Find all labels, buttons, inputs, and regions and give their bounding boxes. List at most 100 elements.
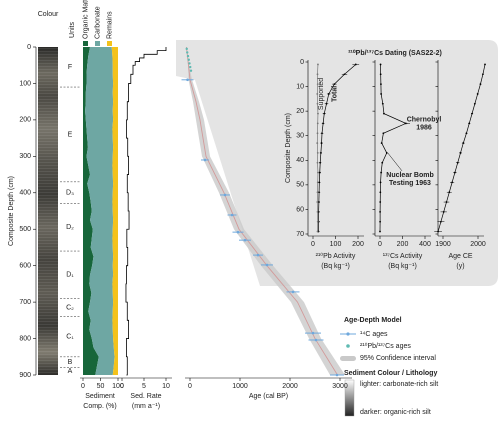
annotation: 1986 <box>416 124 432 131</box>
unit-label: C₂ <box>66 304 74 311</box>
x-tick-label: 1000 <box>232 383 248 390</box>
units-title: Units <box>69 22 76 38</box>
inset-point <box>379 191 382 194</box>
inset-point <box>379 201 382 203</box>
inset-point <box>380 93 383 95</box>
inset-point <box>448 191 451 194</box>
inset-point <box>462 142 465 144</box>
inset-point <box>382 132 385 135</box>
x-tick-label: 50 <box>97 383 105 390</box>
legend-swatch <box>83 41 88 46</box>
inset-x-label: (y) <box>456 263 464 270</box>
inset-x-tick-label: 2000 <box>470 241 486 248</box>
inset-point <box>316 191 319 194</box>
inset-y-tick-label: 20 <box>296 108 304 115</box>
annotation: Testing 1963 <box>389 180 431 187</box>
inset-point <box>316 102 319 105</box>
y-tick-label: 200 <box>19 117 31 124</box>
inset-point <box>343 73 346 76</box>
inset-point <box>323 112 326 115</box>
inset-point <box>316 201 319 203</box>
inset-x-tick-label: 100 <box>330 241 342 248</box>
inset-line <box>379 64 407 232</box>
inset-point <box>468 122 471 125</box>
inset-point <box>316 181 319 184</box>
inset-point <box>316 230 319 233</box>
legend-ci-swatch <box>340 356 356 361</box>
inset-point <box>316 122 319 125</box>
core-texture <box>38 47 58 375</box>
legend-colour-bar <box>344 379 355 417</box>
inset-y-tick-label: 70 <box>296 231 304 238</box>
legend-c14: ¹⁴C ages <box>360 331 388 338</box>
composition-area <box>111 47 118 375</box>
pb-point <box>189 69 193 72</box>
y-tick-label: 100 <box>19 80 31 87</box>
x-tick-label: 100 <box>112 383 124 390</box>
inset-point <box>379 63 382 66</box>
inset-point <box>380 171 383 174</box>
inset-x-label: ²¹⁰Pb Activity <box>316 252 356 260</box>
c14-point <box>230 213 234 217</box>
inset-point <box>317 112 319 115</box>
c14-point <box>186 78 189 82</box>
inset-point <box>451 181 453 184</box>
pb-point <box>187 58 190 61</box>
y-tick-label: 800 <box>19 335 31 342</box>
x-tick-label: 0 <box>188 383 192 390</box>
inset-y-tick-label: 10 <box>296 83 304 90</box>
inset-x-label: (Bq kg⁻¹) <box>388 263 417 270</box>
inset-point <box>320 142 323 144</box>
inset-point <box>333 83 336 86</box>
inset-point <box>316 161 319 164</box>
unit-label: B <box>68 359 73 366</box>
inset-point <box>316 142 319 144</box>
inset-title: ²¹⁰Pb/¹³⁷Cs Dating (SAS22-2) <box>348 49 442 57</box>
inset-point <box>322 122 325 125</box>
inset-point <box>319 152 322 154</box>
inset-point <box>325 102 328 105</box>
unit-label: F <box>68 64 72 71</box>
inset-point <box>482 73 484 76</box>
inset-point <box>317 171 319 174</box>
inset-background <box>176 40 498 286</box>
inset-point <box>317 201 320 203</box>
c14-point <box>291 290 295 294</box>
inset-point <box>318 171 321 174</box>
inset-point <box>465 132 468 135</box>
inset-point <box>379 210 382 213</box>
inset-point <box>379 181 382 184</box>
series-label: Total <box>332 86 339 102</box>
inset-point <box>319 161 322 164</box>
inset-y-tick-label: 40 <box>296 157 304 164</box>
legend-lighter: lighter: carbonate-rich silt <box>360 381 438 388</box>
c14-point <box>256 253 260 257</box>
inset-point <box>385 152 388 154</box>
depth-axis-label: Composite Depth (cm) <box>8 176 15 246</box>
sed-rate-line <box>125 47 167 376</box>
inset-point <box>404 122 407 125</box>
c14-point <box>314 338 318 342</box>
inset-point <box>437 230 439 233</box>
inset-point <box>316 83 319 86</box>
inset-point <box>380 142 383 144</box>
c14-point <box>236 230 240 234</box>
unit-label: C₁ <box>66 334 74 341</box>
inset-point <box>484 63 486 66</box>
inset-point <box>476 93 479 95</box>
inset-point <box>471 112 473 115</box>
x-tick-label: 2000 <box>282 383 298 390</box>
legend-colour-title: Sediment Colour / Lithology <box>344 370 437 377</box>
inset-point <box>321 132 323 135</box>
inset-point <box>316 93 319 95</box>
inset-point <box>379 220 382 223</box>
inset-y-tick-label: 30 <box>296 133 304 140</box>
x-tick-label: 0 <box>120 383 124 390</box>
y-tick-label: 500 <box>19 226 31 233</box>
legend-label: Organic Matter <box>82 0 89 39</box>
y-tick-label: 400 <box>19 190 31 197</box>
pb-point <box>185 47 188 51</box>
inset-point <box>479 83 482 86</box>
c14-point <box>265 263 269 267</box>
inset-point <box>316 132 319 135</box>
